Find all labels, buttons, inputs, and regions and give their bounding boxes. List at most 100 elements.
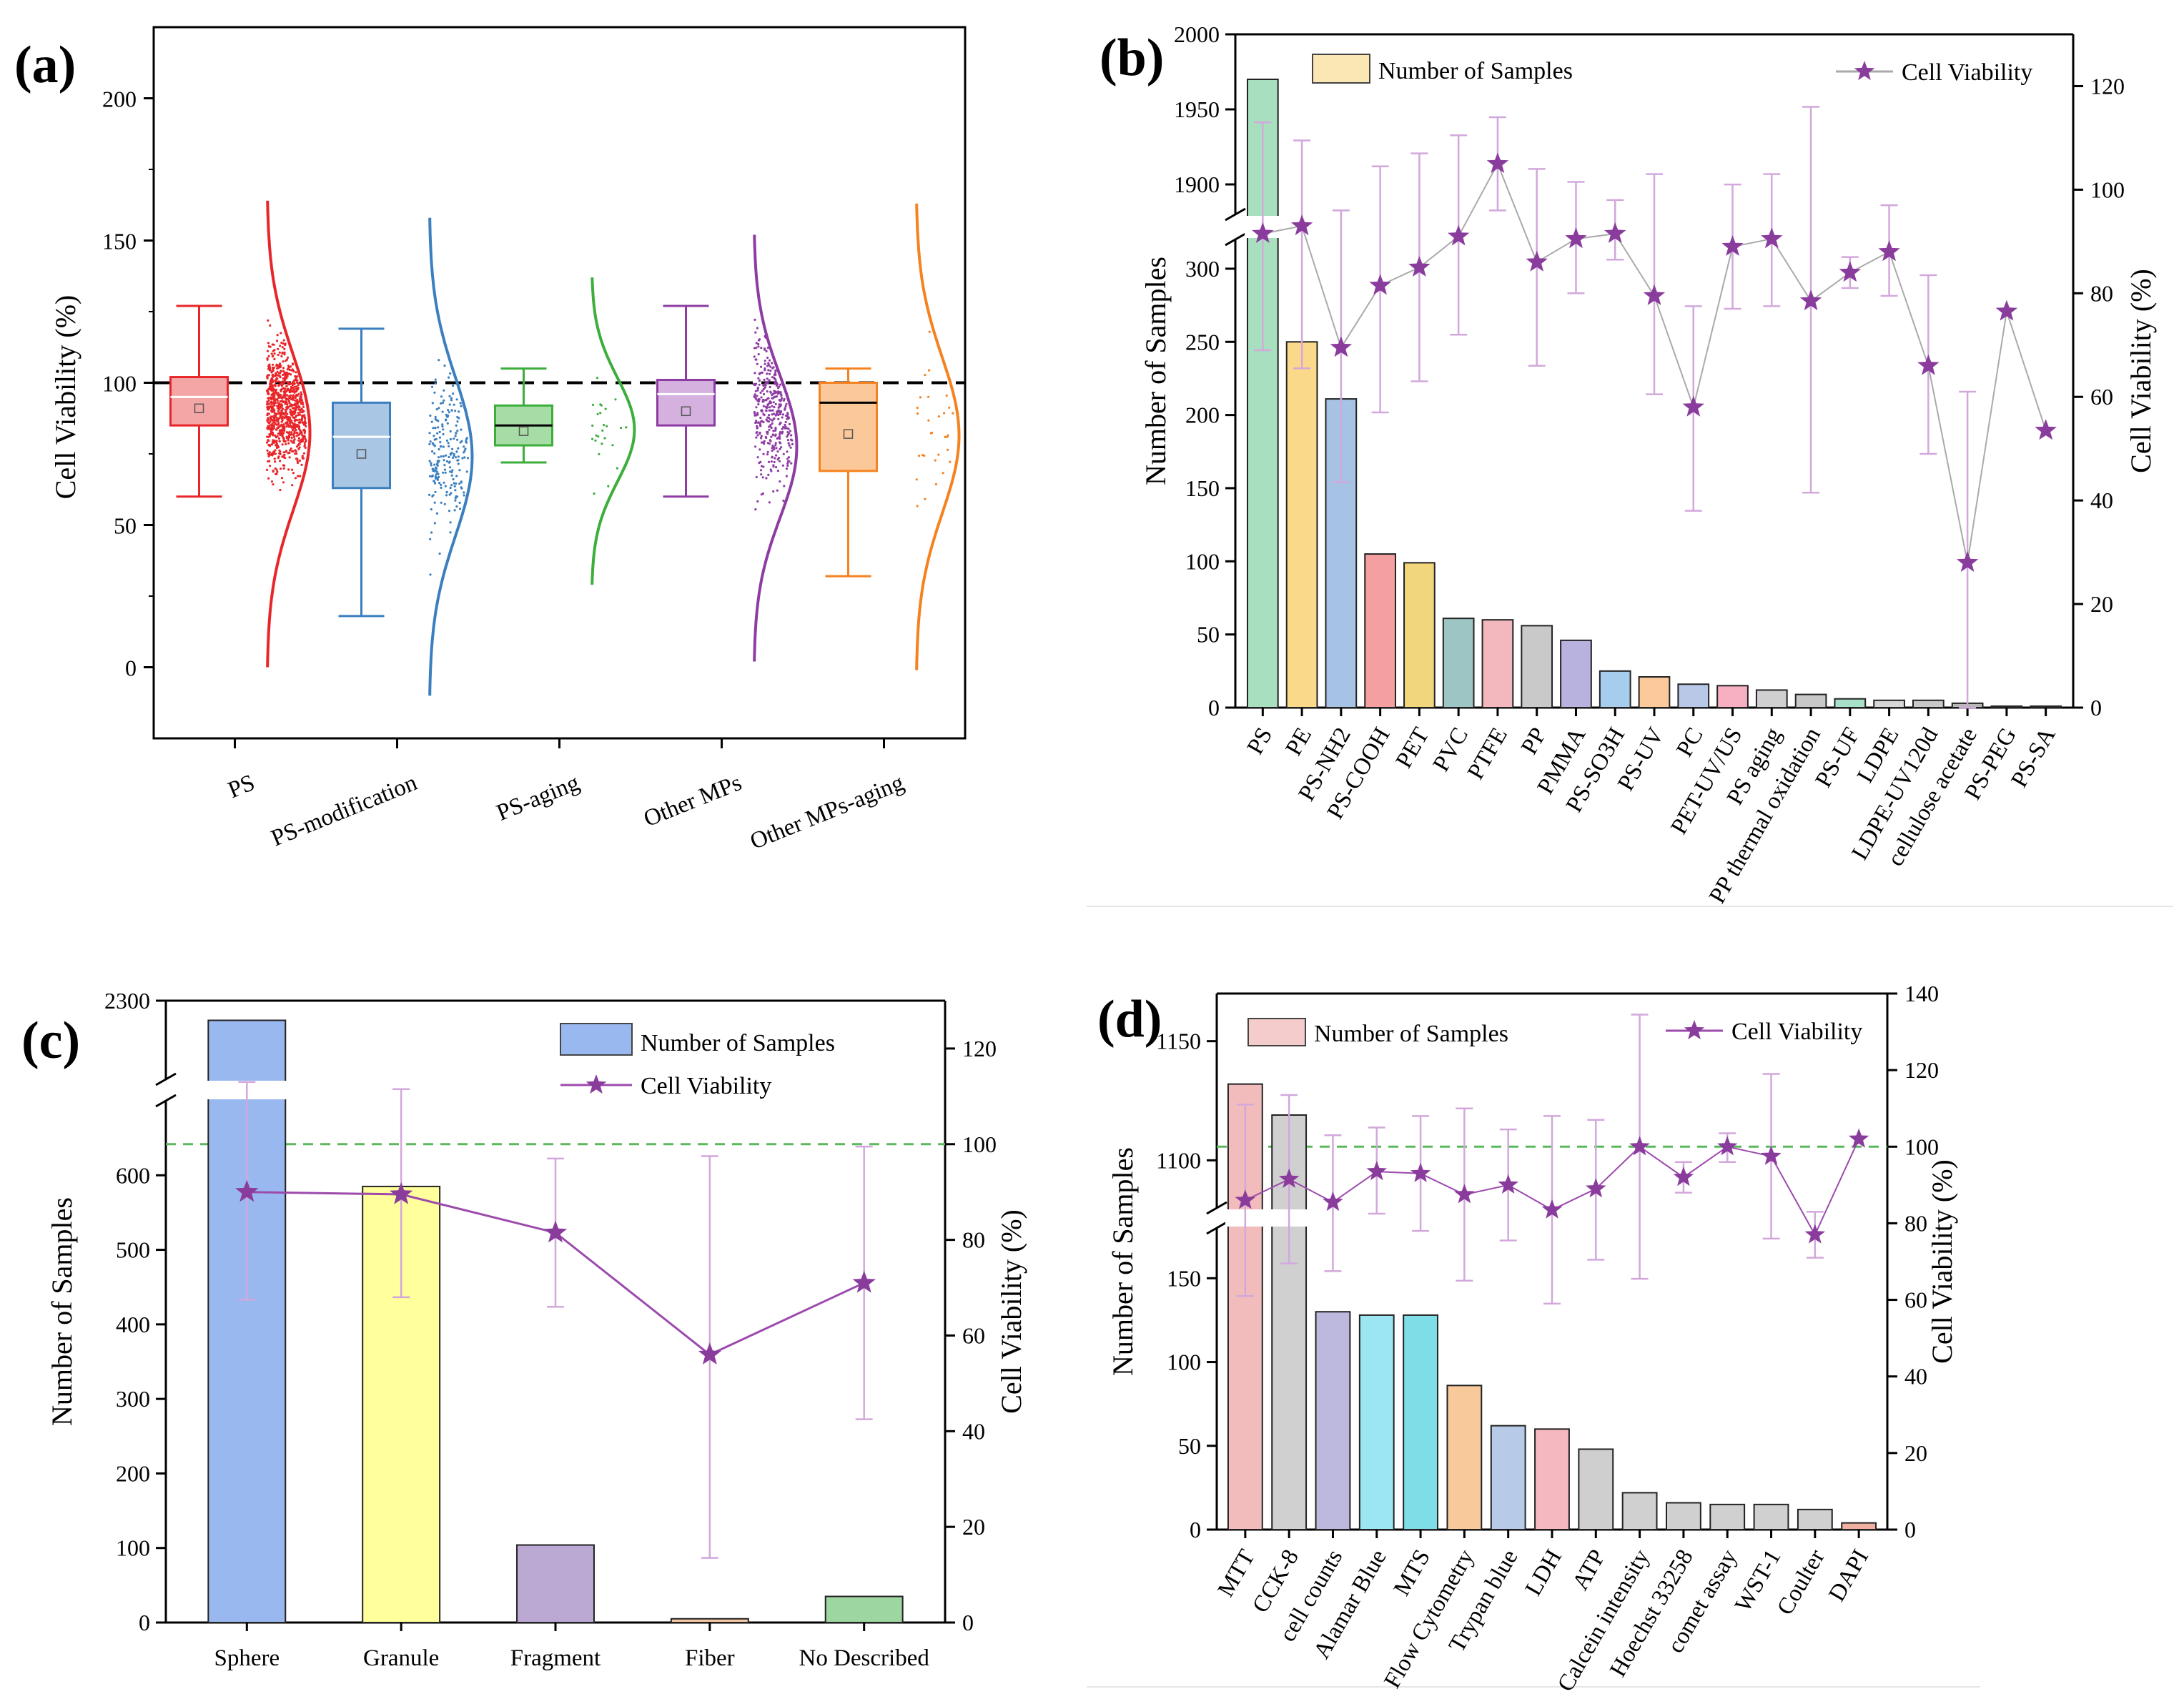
data-point-a [917, 455, 920, 457]
x-category-label-b: PTFE [1463, 723, 1513, 784]
data-point-a [756, 426, 759, 430]
data-point-a [774, 444, 777, 447]
data-point-a [759, 372, 761, 375]
viability-star-d [1541, 1199, 1563, 1219]
data-point-a [760, 396, 763, 399]
data-point-a [442, 471, 445, 474]
data-point-a [275, 472, 278, 475]
panel-label-c: (c) [21, 1011, 80, 1070]
data-point-a [288, 395, 291, 397]
data-point-a [466, 457, 470, 460]
data-point-a [267, 455, 270, 457]
data-point-a [301, 434, 304, 437]
data-point-a [432, 470, 435, 472]
density-curve-a [428, 217, 474, 696]
data-point-a [290, 436, 293, 440]
viability-star-b [1682, 395, 1704, 417]
data-point-a [447, 442, 450, 445]
data-point-a [303, 432, 306, 435]
data-point-a [287, 366, 290, 369]
data-point-a [285, 415, 287, 417]
data-point-a [752, 383, 756, 386]
data-point-a [290, 410, 293, 413]
data-point-a [291, 368, 294, 371]
data-point-a [285, 408, 288, 411]
y2-axis-title-c: Cell Viability (%) [995, 1209, 1027, 1414]
bar-d-14 [1841, 1522, 1877, 1531]
data-point-a [273, 349, 276, 352]
data-point-a [771, 455, 774, 458]
data-point-a [943, 412, 946, 415]
data-point-a [277, 444, 280, 447]
data-point-a [754, 390, 757, 392]
data-point-a [789, 446, 792, 449]
data-point-a [297, 439, 300, 442]
data-point-a [591, 437, 594, 440]
data-point-a [764, 362, 766, 365]
data-point-a [436, 462, 439, 465]
y-tick-label-b: 200 [1185, 402, 1220, 428]
y2-tick-label-b: 120 [2090, 73, 2125, 99]
data-point-a [429, 573, 432, 576]
data-point-a [451, 456, 455, 460]
data-point-a [279, 400, 282, 403]
data-point-a [782, 452, 785, 455]
data-point-a [773, 412, 776, 415]
bar-d-10 [1666, 1502, 1701, 1530]
data-point-a [273, 411, 276, 415]
y2-tick-label-d: 120 [1904, 1057, 1939, 1083]
axis-break-mark-b [1225, 207, 1246, 222]
data-point-a [452, 392, 455, 395]
data-point-a [441, 410, 444, 413]
data-point-a [434, 490, 437, 493]
data-point-a [759, 423, 762, 426]
data-point-a [293, 385, 297, 388]
data-point-a [915, 478, 918, 481]
data-point-a [448, 493, 451, 496]
data-point-a [759, 416, 762, 420]
data-point-a [280, 341, 283, 345]
legend-label-bars-c: Number of Samples [641, 1030, 835, 1056]
data-point-a [782, 500, 785, 502]
data-point-a [297, 392, 300, 395]
data-point-a [285, 410, 287, 413]
data-point-a [780, 393, 783, 396]
data-point-a [603, 424, 606, 427]
data-point-a [766, 450, 769, 453]
data-point-a [785, 467, 789, 470]
data-point-a [772, 401, 775, 404]
data-point-a [298, 443, 301, 446]
data-point-a [291, 450, 294, 453]
viability-star-c [543, 1220, 568, 1243]
y-tick-label-c: 300 [116, 1386, 150, 1412]
data-point-a [270, 382, 273, 385]
data-point-a [282, 436, 285, 440]
data-point-a [786, 433, 789, 437]
y-tick-label-c: 600 [116, 1162, 150, 1188]
data-point-a [433, 501, 436, 504]
data-point-a [774, 427, 777, 430]
density-curve-a [915, 203, 961, 670]
data-point-a [757, 353, 760, 356]
data-point-a [756, 389, 759, 392]
data-point-a [266, 449, 269, 452]
data-point-a [293, 432, 296, 435]
data-point-a [274, 467, 277, 470]
data-point-a [945, 394, 948, 397]
data-point-a [434, 475, 437, 478]
data-point-a [771, 409, 774, 412]
data-point-a [273, 375, 276, 377]
data-point-a [433, 522, 437, 525]
data-point-a [290, 403, 292, 406]
data-point-a [762, 441, 765, 444]
data-point-a [775, 466, 778, 469]
data-point-a [438, 436, 442, 439]
data-point-a [791, 439, 794, 442]
data-point-a [448, 445, 450, 447]
data-point-a [286, 368, 289, 371]
y2-tick-label-c: 80 [962, 1227, 985, 1253]
viability-star-b [1995, 299, 2018, 321]
data-point-a [435, 419, 438, 422]
density-curve-a [591, 277, 636, 585]
data-point-a [275, 444, 277, 447]
